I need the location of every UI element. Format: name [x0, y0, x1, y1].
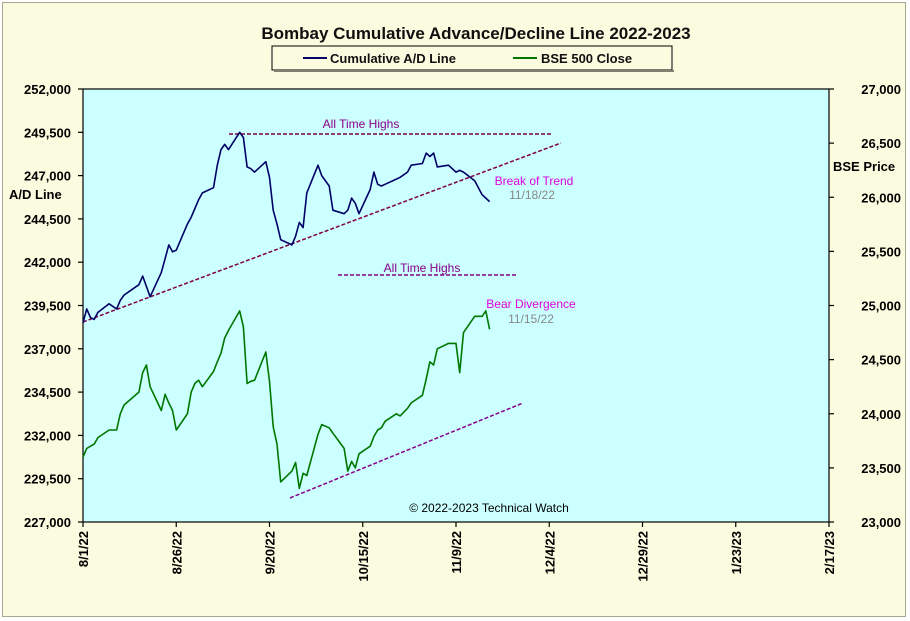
series-line-path: [82, 131, 491, 324]
annotation-bse-all-time-highs: All Time Highs: [384, 261, 461, 275]
x-axis: 8/1/22 8/26/22 9/20/22 10/15/22 11/9/22 12/4/…: [76, 522, 837, 582]
x-tick-label: 10/15/22: [356, 531, 371, 582]
x-tick-label: 2/17/23: [822, 531, 837, 574]
plot-area: [82, 88, 830, 523]
left-tick-label: 227,000: [24, 515, 71, 530]
right-tick-label: 25,500: [861, 244, 901, 259]
left-axis: 252,000 249,500 247,000 244,500 242,000 239,5…: [24, 82, 83, 530]
right-tick-label: 24,000: [861, 407, 901, 422]
annotation-bear-divergence: Bear Divergence: [486, 297, 576, 311]
left-tick-label: 244,500: [24, 212, 71, 227]
x-tick-label: 1/23/23: [729, 531, 744, 574]
annotation-ad-all-time-highs: All Time Highs: [323, 117, 400, 131]
x-tick-label: 12/4/22: [542, 531, 557, 574]
right-tick-label: 25,000: [861, 299, 901, 314]
x-tick-label: 8/26/22: [169, 531, 184, 574]
series-bse-line: [82, 310, 491, 490]
left-tick-label: 249,500: [24, 125, 71, 140]
left-tick-label: 232,000: [24, 428, 71, 443]
legend-box: [271, 45, 673, 71]
annotation-break-of-trend-date: 11/18/22: [509, 188, 555, 202]
left-axis-label-ad: A/D Line: [9, 187, 62, 202]
left-tick-label: 247,000: [24, 169, 71, 184]
left-tick-label: 229,500: [24, 472, 71, 487]
right-tick-label: 26,500: [861, 136, 901, 151]
right-tick-label: 23,000: [861, 515, 901, 530]
right-tick-label: 27,000: [861, 82, 901, 97]
right-tick-label: 23,500: [861, 461, 901, 476]
copyright-text: © 2022-2023 Technical Watch: [409, 501, 569, 515]
left-tick-label: 239,500: [24, 299, 71, 314]
right-axis-label-bse: BSE Price: [833, 159, 895, 174]
legend: Cumulative A/D Line BSE 500 Close: [271, 45, 674, 72]
right-tick-label: 26,000: [861, 190, 901, 205]
x-tick-label: 8/1/22: [76, 531, 91, 567]
series-line-path: [82, 310, 491, 490]
legend-box-shadow: [274, 70, 674, 72]
x-tick-label: 12/29/22: [636, 531, 651, 582]
left-tick-label: 242,000: [24, 255, 71, 270]
left-tick-label: 234,500: [24, 385, 71, 400]
chart-title: Bombay Cumulative Advance/Decline Line 2…: [261, 24, 690, 43]
legend-label-bse-line: BSE 500 Close: [541, 51, 632, 66]
annotation-break-of-trend: Break of Trend: [495, 174, 574, 188]
right-axis: 27,000 26,500 26,000 25,500 25,000 24,500 24,0…: [829, 82, 901, 530]
chart-svg: Bombay Cumulative Advance/Decline Line 2…: [9, 24, 901, 582]
left-tick-label: 252,000: [24, 82, 71, 97]
x-tick-label: 9/20/22: [263, 531, 278, 574]
x-tick-label: 11/9/22: [449, 531, 464, 574]
annotation-bear-divergence-date: 11/15/22: [508, 312, 554, 326]
legend-label-ad-line: Cumulative A/D Line: [330, 51, 456, 66]
right-tick-label: 24,500: [861, 353, 901, 368]
series-ad-line: [82, 131, 491, 324]
left-tick-label: 237,000: [24, 342, 71, 357]
ad-trend-line: [82, 142, 562, 323]
